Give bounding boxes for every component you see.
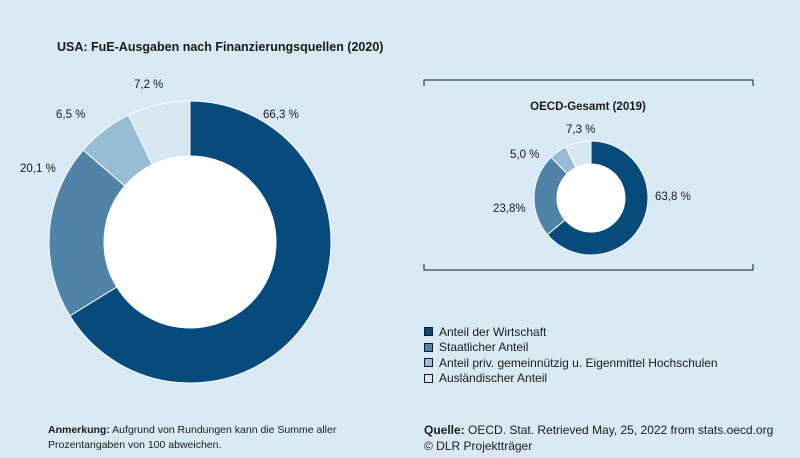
usa-value-labels: 66,3 % 20,1 % 6,5 % 7,2 %	[20, 79, 299, 175]
value-label-0: 66,3 %	[263, 109, 299, 121]
value-label-3: 7,2 %	[134, 79, 163, 91]
legend-item-ausland: Ausländischer Anteil	[424, 371, 718, 386]
legend-item-wirtschaft: Anteil der Wirtschaft	[424, 324, 718, 339]
value-label-1: 20,1 %	[20, 163, 56, 175]
source-label: Quelle:	[424, 423, 465, 437]
footnote-text: Aufgrund von Rundungen kann die Summe al…	[48, 424, 337, 451]
legend: Anteil der Wirtschaft Staatlicher Anteil…	[424, 324, 718, 386]
source-line: Quelle: OECD. Stat. Retrieved May, 25, 2…	[424, 422, 773, 438]
oecd-bracket-bottom	[423, 264, 754, 271]
legend-swatch	[424, 358, 433, 367]
value-label-0: 63,8 %	[655, 191, 691, 203]
value-label-3: 7,3 %	[566, 124, 595, 136]
legend-label: Ausländischer Anteil	[439, 371, 548, 385]
legend-label: Anteil der Wirtschaft	[439, 324, 547, 339]
value-label-2: 5,0 %	[510, 149, 539, 161]
oecd-bracket	[423, 79, 754, 271]
legend-label: Anteil priv. gemeinnützig u. Eigenmittel…	[439, 355, 718, 370]
usa-chart-title: USA: FuE-Ausgaben nach Finanzierungsquel…	[57, 40, 384, 54]
source-note: Quelle: OECD. Stat. Retrieved May, 25, 2…	[424, 422, 773, 454]
footnote: Anmerkung: Aufgrund von Rundungen kann d…	[48, 423, 378, 453]
donut-hole	[104, 156, 276, 328]
value-label-2: 6,5 %	[56, 109, 85, 121]
legend-swatch	[424, 373, 433, 383]
oecd-bracket-top	[423, 79, 754, 86]
usa-donut-chart	[48, 100, 332, 384]
copyright: © DLR Projektträger	[424, 439, 533, 453]
legend-swatch	[424, 327, 433, 336]
oecd-chart-title: OECD-Gesamt (2019)	[530, 101, 646, 113]
legend-label: Staatlicher Anteil	[439, 340, 529, 354]
footnote-label: Anmerkung:	[48, 424, 110, 436]
oecd-value-labels: 63,8 % 23,8% 5,0 % 7,3 %	[493, 124, 691, 215]
legend-swatch	[424, 342, 433, 352]
oecd-donut-chart	[533, 140, 649, 256]
source-text: OECD. Stat. Retrieved May, 25, 2022 from…	[464, 423, 774, 437]
legend-item-privat-hochschulen: Anteil priv. gemeinnützig u. Eigenmittel…	[424, 355, 718, 370]
donut-hole	[557, 164, 625, 232]
legend-item-staat: Staatlicher Anteil	[424, 340, 718, 355]
value-label-1: 23,8%	[493, 203, 526, 215]
